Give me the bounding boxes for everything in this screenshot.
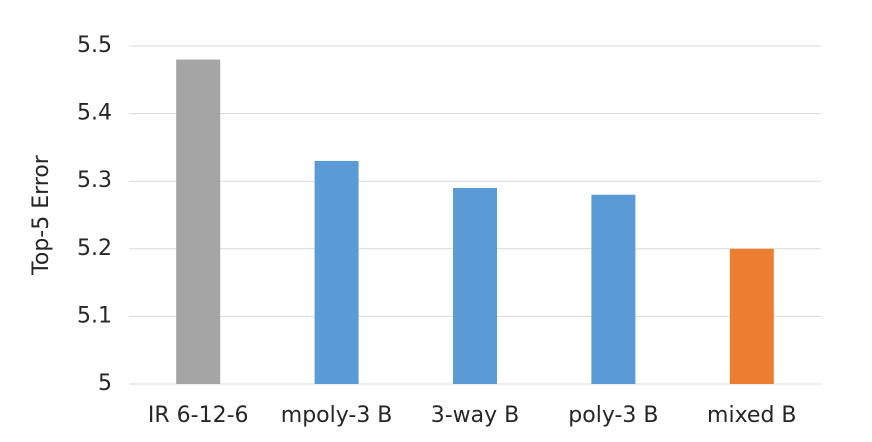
x-tick-label: poly-3 B <box>568 403 658 428</box>
x-tick-label: mpoly-3 B <box>281 403 393 428</box>
y-axis-title: Top-5 Error <box>29 154 54 276</box>
y-tick-label: 5.4 <box>77 101 112 126</box>
y-tick-label: 5.3 <box>77 168 112 193</box>
bar <box>314 160 359 384</box>
bar <box>591 194 636 384</box>
bar <box>453 187 497 384</box>
x-tick-label: 3-way B <box>431 403 520 428</box>
y-tick-label: 5.2 <box>77 236 112 261</box>
y-tick-label: 5.1 <box>77 303 112 328</box>
bar <box>176 59 221 385</box>
x-tick-label: IR 6-12-6 <box>148 403 249 428</box>
x-tick-label: mixed B <box>707 403 796 428</box>
y-tick-label: 5.5 <box>77 33 112 58</box>
y-tick-label: 5 <box>98 371 112 396</box>
bar <box>729 248 774 384</box>
